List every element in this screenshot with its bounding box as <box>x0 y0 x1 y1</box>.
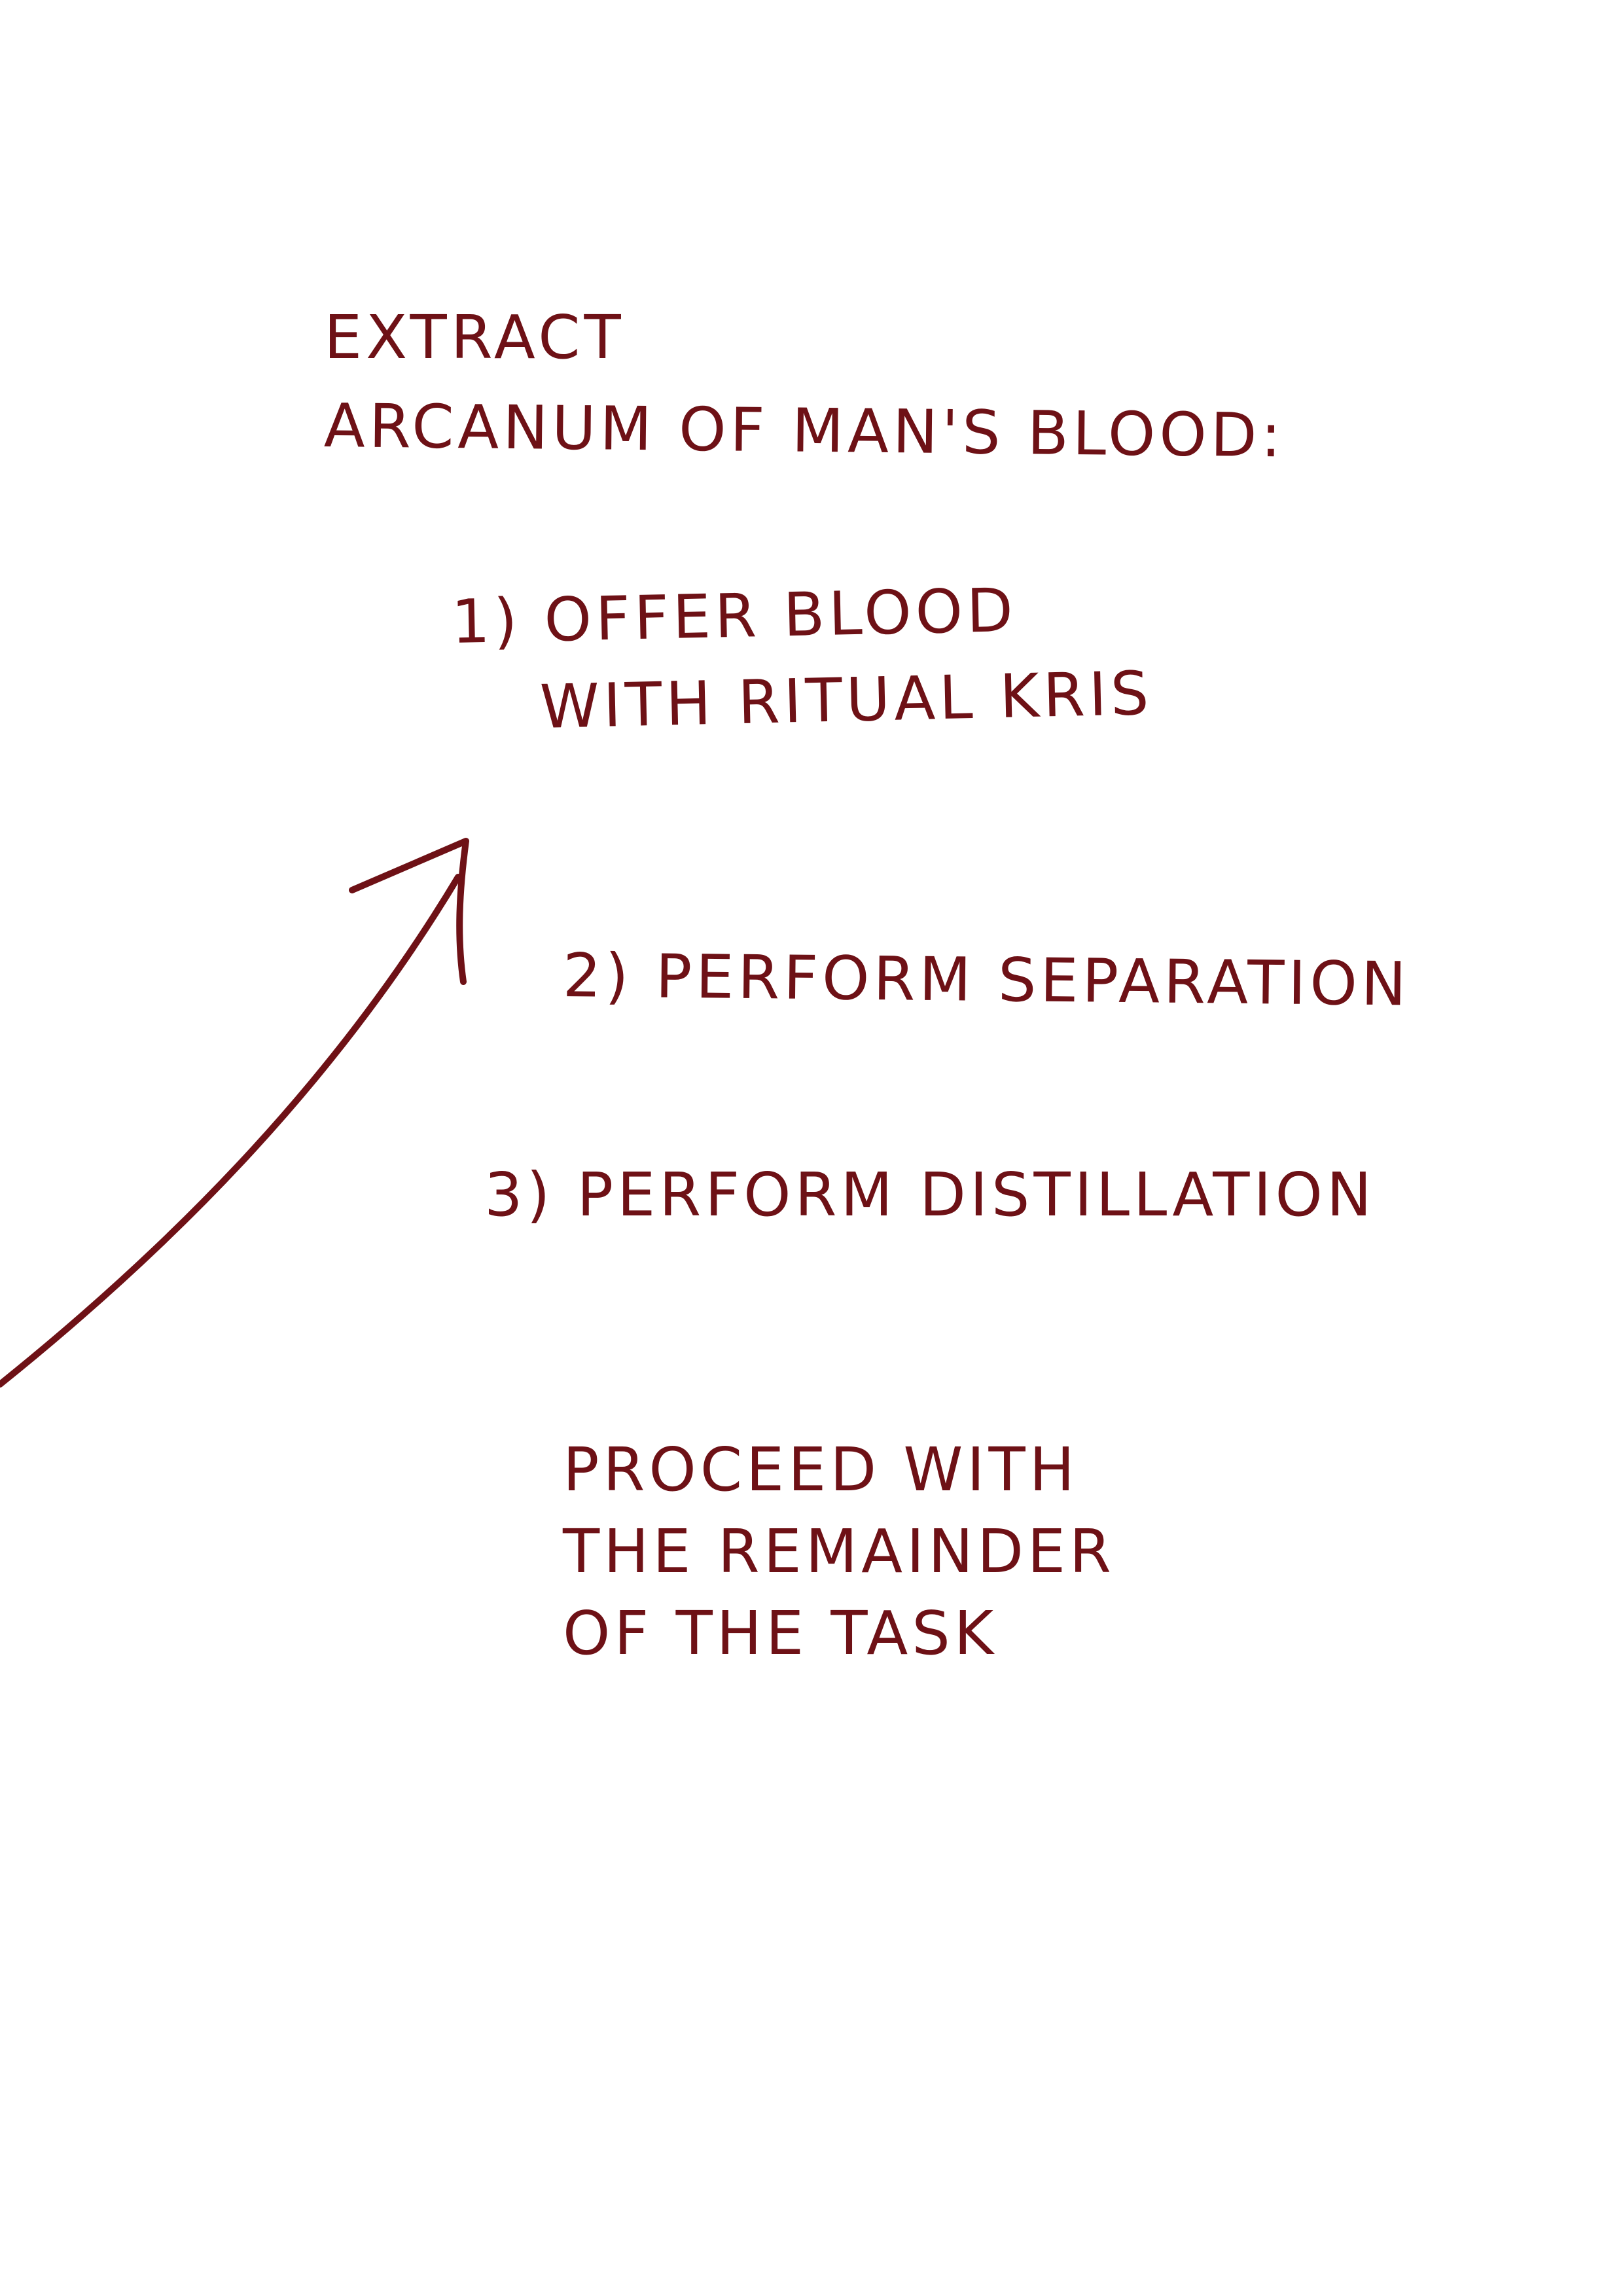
step-2: 2) PERFORM SEPARATION <box>562 941 1411 1020</box>
note-heading-line-1: EXTRACT <box>324 302 625 372</box>
proceed-line-3: OF THE TASK <box>563 1598 998 1668</box>
proceed-line-2: THE REMAINDER <box>563 1516 1115 1587</box>
step-1-line-1: 1) OFFER BLOOD <box>450 575 1018 657</box>
arrow-head <box>349 838 469 985</box>
step-1-line-2: WITH RITUAL KRIS <box>539 658 1154 742</box>
note-heading-line-2: ARCANUM OF MAN'S BLOOD: <box>323 391 1286 471</box>
step-3: 3) PERFORM DISTILLATION <box>484 1160 1376 1230</box>
arrow-shaft <box>0 874 461 1388</box>
proceed-line-1: PROCEED WITH <box>563 1435 1079 1505</box>
